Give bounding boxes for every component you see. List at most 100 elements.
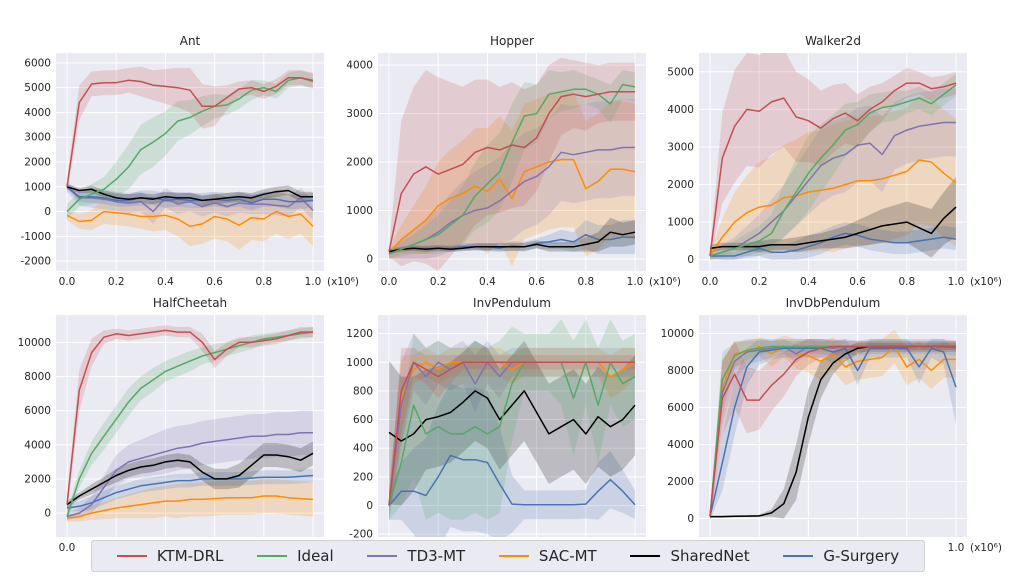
y-tick-label: 3000 xyxy=(346,108,373,120)
y-tick-label: 2000 xyxy=(667,179,694,191)
line-g-surgery xyxy=(66,186,314,204)
line-sharednet xyxy=(66,452,314,506)
band-sac-mt xyxy=(67,478,313,522)
y-tick-label: 1000 xyxy=(24,181,51,193)
y-tick-label: 1200 xyxy=(346,328,373,340)
x-tick-label: 0.0 xyxy=(702,276,719,288)
lines xyxy=(66,77,314,228)
band-ktm-drl xyxy=(389,57,635,271)
band-td3-mt xyxy=(710,88,956,260)
line-ideal xyxy=(709,84,957,257)
line-ideal xyxy=(388,361,636,506)
x-tick-label: 0.8 xyxy=(898,276,915,288)
y-tick-label: 4000 xyxy=(667,104,694,116)
band-g-surgery xyxy=(710,339,956,521)
legend-swatch xyxy=(630,555,661,557)
band-g-surgery xyxy=(710,222,956,260)
legend-swatch xyxy=(783,555,814,557)
y-tick-label: -200 xyxy=(349,529,373,541)
line-ktm-drl xyxy=(66,329,313,505)
x-tick-label: 0.2 xyxy=(430,276,447,288)
x-tick-label: 1.0 xyxy=(948,542,965,554)
line-g-surgery xyxy=(709,347,957,517)
legend-label: SharedNet xyxy=(670,547,750,565)
y-tick-label: 0 xyxy=(44,206,51,218)
x-tick-label: 0.6 xyxy=(206,276,223,288)
x-tick-label: 1.0 xyxy=(305,276,322,288)
panel-title: Hopper xyxy=(490,34,534,48)
band-g-surgery xyxy=(67,468,313,512)
x-tick-label: 0.6 xyxy=(849,276,866,288)
line-sharednet xyxy=(709,206,957,250)
x-tick-label: 0.2 xyxy=(751,276,768,288)
y-tick-label: 3000 xyxy=(24,132,51,144)
legend-label: KTM-DRL xyxy=(156,547,224,565)
line-sharednet xyxy=(388,231,636,253)
panel-2: 0 1000 2000 3000 4000 5000 0.0 0.2 0.4 0.6 0.8 1.0 (… xyxy=(667,34,1002,288)
panel-4: -2000200400600800100012000.00.20.40.60.8… xyxy=(346,296,681,554)
band-sharednet xyxy=(389,217,635,254)
y-tick-label: 5000 xyxy=(667,66,694,78)
line-ktm-drl xyxy=(388,361,635,506)
bands xyxy=(389,319,635,537)
y-tick-label: 1000 xyxy=(346,205,373,217)
legend-item: SAC-MT xyxy=(498,547,597,565)
bands xyxy=(389,57,635,271)
y-tick-label: 10000 xyxy=(18,337,51,349)
y-tick-label: 400 xyxy=(353,443,373,455)
band-ideal xyxy=(710,73,956,260)
y-tick-label: 800 xyxy=(353,385,373,397)
band-sharednet xyxy=(67,441,313,508)
x-tick-label: 0.0 xyxy=(381,276,398,288)
panel-5: 02000400060008000100000.00.20.40.60.81.0… xyxy=(661,296,1002,554)
bands xyxy=(67,325,313,522)
y-tick-label: 6000 xyxy=(24,57,51,69)
y-tick-label: 2000 xyxy=(24,473,51,485)
line-td3-mt xyxy=(66,432,313,518)
legend-swatch xyxy=(257,555,288,557)
legend-swatch xyxy=(367,555,398,557)
band-td3-mt xyxy=(67,410,313,520)
panel-3: 02000400060008000100000.00.20.40.60.81.0… xyxy=(18,296,359,554)
legend-label: G-Surgery xyxy=(823,547,900,565)
lines xyxy=(709,345,957,518)
y-tick-label: 2000 xyxy=(346,157,373,169)
y-tick-label: 0 xyxy=(687,513,694,525)
y-tick-label: 4000 xyxy=(24,439,51,451)
band-sac-mt xyxy=(710,96,956,260)
band-sharednet xyxy=(389,340,635,506)
y-tick-label: 0 xyxy=(366,253,373,265)
line-g-surgery xyxy=(66,474,314,509)
legend: KTM-DRL Ideal TD3-MT SAC-MT SharedNet G-Surge… xyxy=(91,540,925,572)
y-tick-label: 8000 xyxy=(24,371,51,383)
line-sac-mt xyxy=(66,495,314,519)
y-tick-label: 4000 xyxy=(346,60,373,72)
band-td3-mt xyxy=(67,181,313,224)
x-tick-label: 0.4 xyxy=(157,276,174,288)
band-sharednet xyxy=(710,177,956,258)
x-scale-label: (x10⁶) xyxy=(970,276,1002,288)
panel-0: -2000 -1000 0 1000 2000 3000 4000 5000 6000 0.0 0.… xyxy=(20,34,359,288)
line-ktm-drl xyxy=(66,77,314,187)
x-tick-label: 1.0 xyxy=(627,276,644,288)
line-ktm-drl xyxy=(388,91,635,252)
panel-title: InvPendulum xyxy=(473,296,551,310)
line-g-surgery xyxy=(388,454,636,506)
legend-label: TD3-MT xyxy=(407,547,466,565)
band-ideal xyxy=(710,340,956,521)
y-tick-label: 8000 xyxy=(667,365,694,377)
line-sac-mt xyxy=(388,158,636,255)
legend-label: Ideal xyxy=(297,547,334,565)
y-tick-label: 0 xyxy=(687,254,694,266)
y-tick-label: 5000 xyxy=(24,82,51,94)
line-ideal xyxy=(388,83,636,255)
band-sac-mt xyxy=(710,329,956,521)
y-tick-label: 0 xyxy=(44,508,51,520)
y-tick-label: 2000 xyxy=(667,476,694,488)
x-tick-label: 0.4 xyxy=(800,276,817,288)
band-td3-mt xyxy=(389,333,635,520)
band-g-surgery xyxy=(389,220,635,254)
line-sharednet xyxy=(66,186,313,202)
y-tick-label: 4000 xyxy=(24,107,51,119)
